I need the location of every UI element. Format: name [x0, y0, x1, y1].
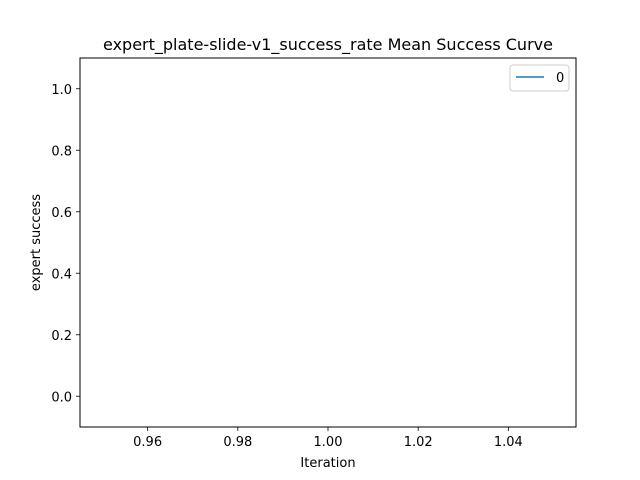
y-axis-label: expert success [29, 194, 44, 291]
x-axis-label: Iteration [300, 456, 355, 471]
chart-title: expert_plate-slide-v1_success_rate Mean … [103, 35, 553, 55]
y-tick-label: 0.2 [51, 329, 72, 344]
x-tick-label: 1.04 [494, 435, 523, 450]
y-tick-label: 0.6 [51, 206, 72, 221]
x-tick-label: 0.96 [133, 435, 162, 450]
legend-label: 0 [556, 71, 564, 86]
y-tick-label: 0.0 [51, 390, 72, 405]
y-tick-label: 0.4 [51, 267, 72, 282]
x-tick-label: 1.02 [404, 435, 433, 450]
x-tick-label: 1.00 [314, 435, 343, 450]
x-axis-ticks: 0.96 0.98 1.00 1.02 1.04 [133, 427, 523, 450]
y-axis-ticks: 0.0 0.2 0.4 0.6 0.8 1.0 [51, 83, 80, 405]
x-tick-label: 0.98 [223, 435, 252, 450]
legend: 0 [509, 64, 570, 92]
y-tick-label: 1.0 [51, 83, 72, 98]
legend-box [509, 64, 570, 92]
y-tick-label: 0.8 [51, 144, 72, 159]
